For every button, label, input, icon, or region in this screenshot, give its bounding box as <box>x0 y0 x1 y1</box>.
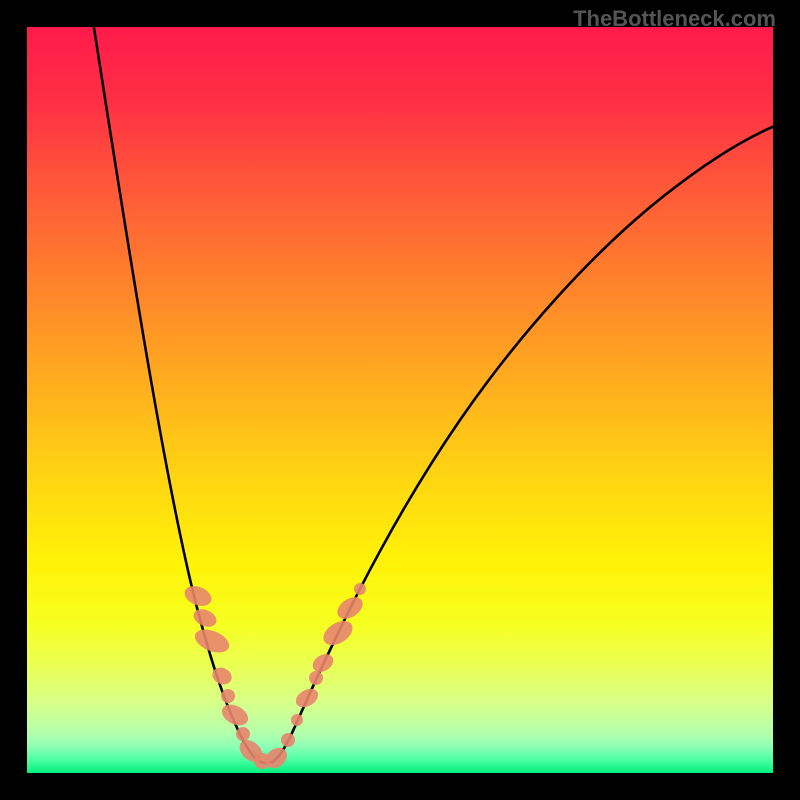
watermark-text: TheBottleneck.com <box>573 6 776 32</box>
chart-canvas: TheBottleneck.com <box>0 0 800 800</box>
plot-gradient-background <box>27 27 773 773</box>
data-marker <box>221 689 235 703</box>
data-marker <box>354 583 366 595</box>
chart-svg <box>0 0 800 800</box>
data-marker <box>281 733 295 747</box>
data-marker <box>309 671 323 685</box>
data-marker <box>291 714 303 726</box>
data-marker <box>236 727 250 741</box>
